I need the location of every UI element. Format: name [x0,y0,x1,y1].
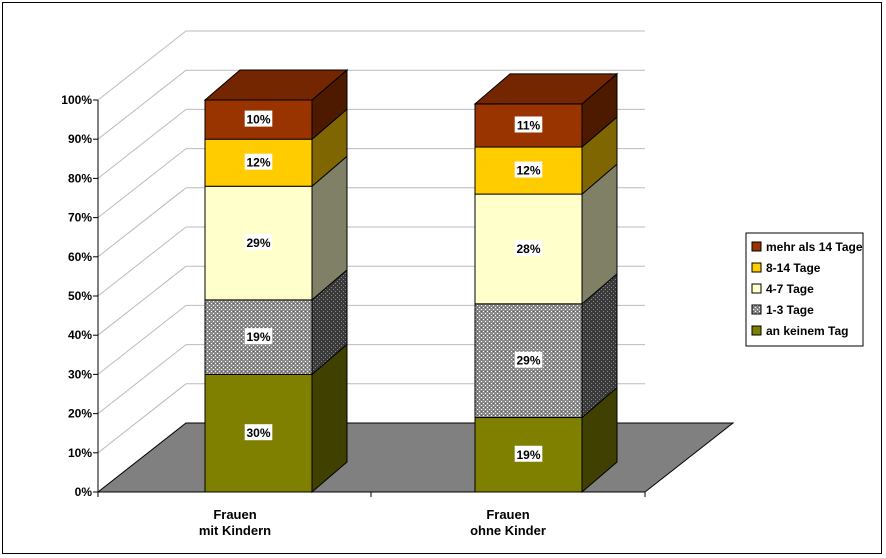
data-label-bg [244,110,273,127]
gridline-side [97,226,187,297]
data-label-bg [514,161,543,178]
legend-swatch [751,304,762,315]
legend: mehr als 14 Tage 8-14 Tage 4-7 Tage 1-3 Tag… [745,232,864,347]
legend-swatch [751,262,762,273]
gridline-side [97,69,187,140]
gridline-side [97,109,187,179]
data-label: 10% [246,113,270,127]
bars: 30% 19% 29% 12% 10% 19% 29% 28% 12% 11% [203,68,619,494]
data-label-bg [244,153,273,170]
y-tick-label: 20% [68,407,92,421]
x-category-label: Frauen [486,507,529,522]
y-tick-label: 100% [61,93,92,107]
x-category-label: ohne Kinder [470,523,546,538]
gridline-side [97,265,187,336]
data-label-bg [244,328,273,345]
data-label: 28% [516,242,540,256]
gridline-side [97,148,187,218]
data-label: 19% [246,330,270,344]
data-label-bg [244,234,273,251]
legend-swatch [751,283,762,294]
legend-label: mehr als 14 Tage [766,240,863,254]
gridline-side [97,30,187,101]
gridline-side [97,187,187,258]
legend-label: 1-3 Tage [766,303,814,317]
bar-segment [474,103,583,148]
data-label-bg [514,239,543,256]
y-tick-label: 40% [68,328,92,342]
legend-swatch [751,241,762,252]
data-label-bg [244,424,273,441]
data-label: 29% [246,236,270,250]
legend-box [745,232,864,347]
y-tick-label: 50% [68,289,92,303]
y-tick-label: 0% [75,485,93,499]
x-category-label: mit Kindern [199,523,271,538]
data-label: 12% [246,156,270,170]
gridline-side [97,383,187,454]
data-label: 29% [516,354,540,368]
data-label-bg [514,445,543,462]
data-label-bg [514,116,543,133]
y-tick-label: 80% [68,171,92,185]
gridline-side [97,344,187,414]
legend-label: 4-7 Tage [766,282,814,296]
stacked-bar-chart: 0%10%20%30%40%50%60%70%80%90%100%Frauenm… [61,30,864,538]
legend-label: 8-14 Tage [766,261,821,275]
data-label: 19% [516,448,540,462]
data-label: 11% [517,118,541,132]
data-label-bg [514,351,543,368]
axes: 0%10%20%30%40%50%60%70%80%90%100%Frauenm… [61,93,735,538]
legend-swatch [751,325,762,336]
y-tick-label: 30% [68,367,92,381]
y-tick-label: 10% [68,446,92,460]
y-tick-label: 90% [68,132,92,146]
x-category-label: Frauen [213,507,256,522]
legend-label: an keinem Tag [766,324,848,338]
bar-top [473,73,619,105]
bar-top [203,69,349,101]
data-label: 30% [246,426,270,440]
floor [96,422,735,493]
y-tick-label: 60% [68,250,92,264]
gridline-side [97,305,187,375]
y-tick-label: 70% [68,211,92,225]
data-label: 12% [516,164,540,178]
